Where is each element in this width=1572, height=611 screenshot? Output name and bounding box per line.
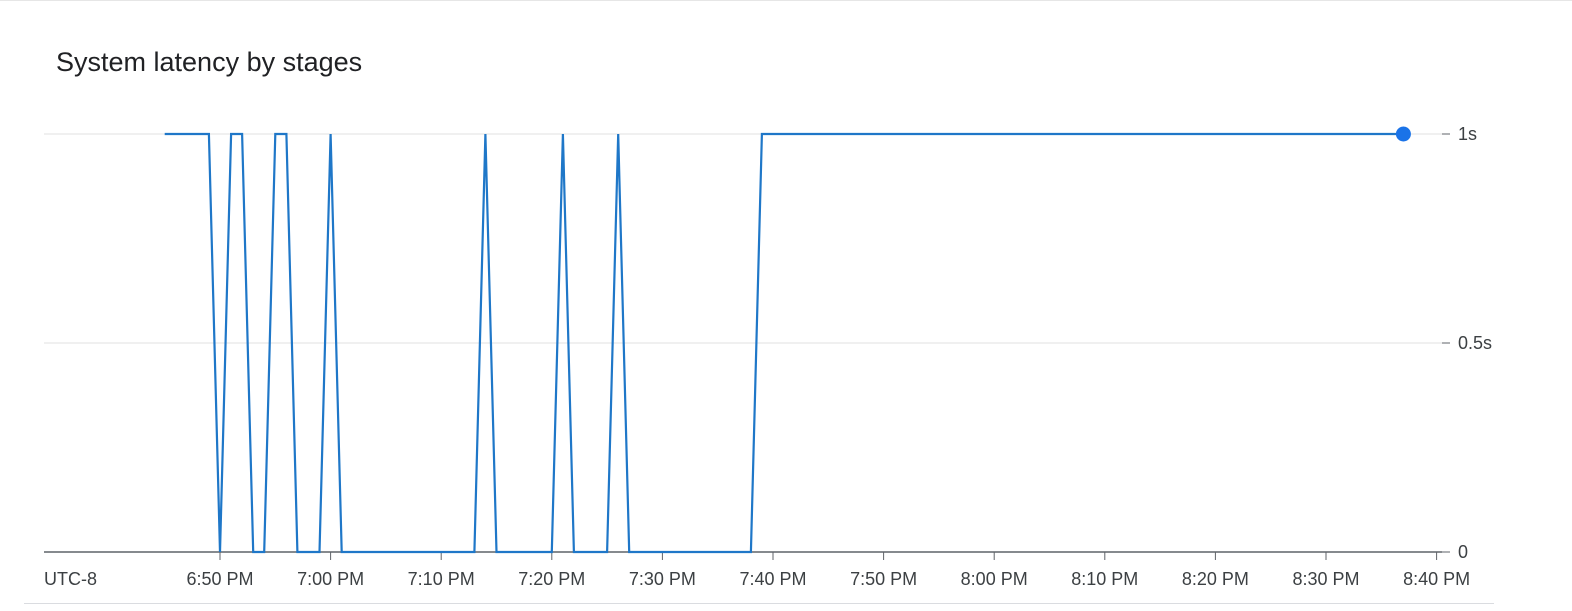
x-tick-label: 8:10 PM <box>1071 569 1138 589</box>
x-tick-label: 8:20 PM <box>1182 569 1249 589</box>
x-tick-label: 7:50 PM <box>850 569 917 589</box>
card-bottom-divider <box>24 603 1494 604</box>
x-tick-label: 7:00 PM <box>297 569 364 589</box>
y-tick-label: 0 <box>1458 542 1468 562</box>
y-tick-label: 0.5s <box>1458 333 1492 353</box>
latest-point-marker <box>1396 127 1411 142</box>
x-tick-label: 8:30 PM <box>1292 569 1359 589</box>
x-tick-label: 8:40 PM <box>1403 569 1470 589</box>
x-tick-label: 7:20 PM <box>518 569 585 589</box>
x-tick-label: 6:50 PM <box>186 569 253 589</box>
timezone-label: UTC-8 <box>44 569 97 589</box>
y-tick-label: 1s <box>1458 124 1477 144</box>
x-tick-label: 7:10 PM <box>408 569 475 589</box>
x-tick-label: 7:30 PM <box>629 569 696 589</box>
x-tick-label: 8:00 PM <box>961 569 1028 589</box>
x-tick-label: 7:40 PM <box>739 569 806 589</box>
